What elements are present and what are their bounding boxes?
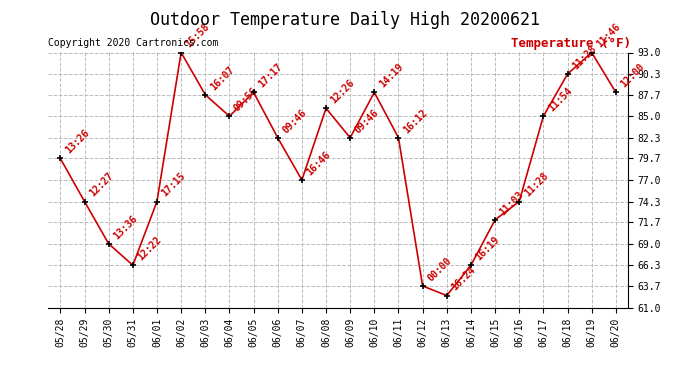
Text: 16:07: 16:07 — [208, 64, 236, 92]
Text: 09:46: 09:46 — [281, 107, 308, 135]
Text: 13:26: 13:26 — [63, 128, 91, 156]
Text: 16:19: 16:19 — [474, 235, 502, 262]
Text: 13:36: 13:36 — [112, 213, 139, 241]
Text: 09:56: 09:56 — [233, 86, 260, 114]
Text: Temperature (°F): Temperature (°F) — [511, 38, 631, 51]
Text: Outdoor Temperature Daily High 20200621: Outdoor Temperature Daily High 20200621 — [150, 11, 540, 29]
Text: 12:00: 12:00 — [619, 62, 647, 90]
Text: Copyright 2020 Cartronics.com: Copyright 2020 Cartronics.com — [48, 38, 219, 48]
Text: 12:27: 12:27 — [88, 171, 115, 199]
Text: 14:19: 14:19 — [377, 62, 405, 90]
Text: 12:22: 12:22 — [136, 235, 164, 262]
Text: 09:46: 09:46 — [353, 107, 381, 135]
Text: 15:58: 15:58 — [184, 22, 212, 50]
Text: 00:00: 00:00 — [426, 255, 453, 283]
Text: 11:54: 11:54 — [546, 86, 574, 114]
Text: 11:03: 11:03 — [498, 189, 526, 217]
Text: 16:12: 16:12 — [402, 107, 429, 135]
Text: 17:15: 17:15 — [160, 171, 188, 199]
Text: 16:24: 16:24 — [450, 265, 477, 293]
Text: 11:28: 11:28 — [522, 171, 550, 199]
Text: 12:26: 12:26 — [329, 78, 357, 105]
Text: 16:46: 16:46 — [305, 149, 333, 177]
Text: 17:17: 17:17 — [257, 62, 284, 90]
Text: 11:28: 11:28 — [571, 44, 598, 71]
Text: 11:46: 11:46 — [595, 22, 622, 50]
